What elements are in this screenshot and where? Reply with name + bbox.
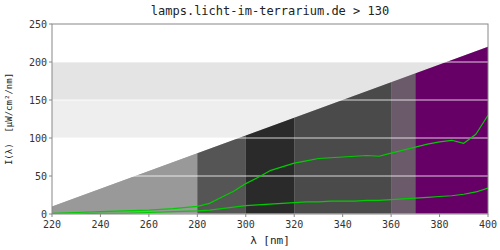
spectral-band xyxy=(415,24,488,214)
x-tick-label: 400 xyxy=(479,219,497,230)
x-tick xyxy=(488,214,489,217)
grid-line xyxy=(52,138,488,139)
spectral-band xyxy=(52,24,197,214)
x-tick-label: 360 xyxy=(382,219,400,230)
x-tick xyxy=(342,214,343,217)
y-tick-label: 250 xyxy=(29,19,47,30)
y-tick xyxy=(49,62,52,63)
x-tick xyxy=(391,214,392,217)
x-axis-label: λ [nm] xyxy=(250,234,290,247)
y-tick-label: 150 xyxy=(29,95,47,106)
x-tick xyxy=(294,214,295,217)
y-tick-label: 200 xyxy=(29,57,47,68)
x-tick-label: 280 xyxy=(188,219,206,230)
spectrum-line xyxy=(52,188,488,214)
plot-area xyxy=(52,24,488,214)
y-tick-label: 50 xyxy=(35,171,47,182)
y-tick xyxy=(49,214,52,215)
x-tick xyxy=(439,214,440,217)
y-tick-label: 0 xyxy=(41,209,47,220)
chart: 220 240 260 280 300 320 340 360 380 400 0 50 100 150 2… xyxy=(0,0,500,250)
y-tick xyxy=(49,100,52,101)
spectral-band xyxy=(246,24,294,214)
grid-line xyxy=(52,62,488,63)
x-tick-label: 300 xyxy=(237,219,255,230)
spectrum-line xyxy=(52,115,488,213)
title: lamps.licht-im-terrarium.de > 130 xyxy=(151,4,389,18)
x-tick-label: 380 xyxy=(431,219,449,230)
grid-line xyxy=(52,100,488,101)
x-tick xyxy=(100,214,101,217)
x-tick-label: 220 xyxy=(43,219,61,230)
x-tick-label: 260 xyxy=(140,219,158,230)
x-tick xyxy=(197,214,198,217)
x-tick xyxy=(245,214,246,217)
grid-line xyxy=(52,176,488,177)
spectral-band xyxy=(294,24,391,214)
plot-frame xyxy=(52,24,488,214)
spectral-band xyxy=(391,24,415,214)
y-tick xyxy=(49,176,52,177)
y-tick xyxy=(49,138,52,139)
x-tick-label: 340 xyxy=(334,219,352,230)
x-tick xyxy=(148,214,149,217)
y-tick xyxy=(49,24,52,25)
y-axis-label: I(λ) [μW/cm²/nm] xyxy=(4,73,14,165)
spectral-band xyxy=(197,24,245,214)
x-tick-label: 240 xyxy=(91,219,109,230)
bands xyxy=(52,24,488,214)
x-tick-label: 320 xyxy=(285,219,303,230)
y-tick-label: 100 xyxy=(29,133,47,144)
